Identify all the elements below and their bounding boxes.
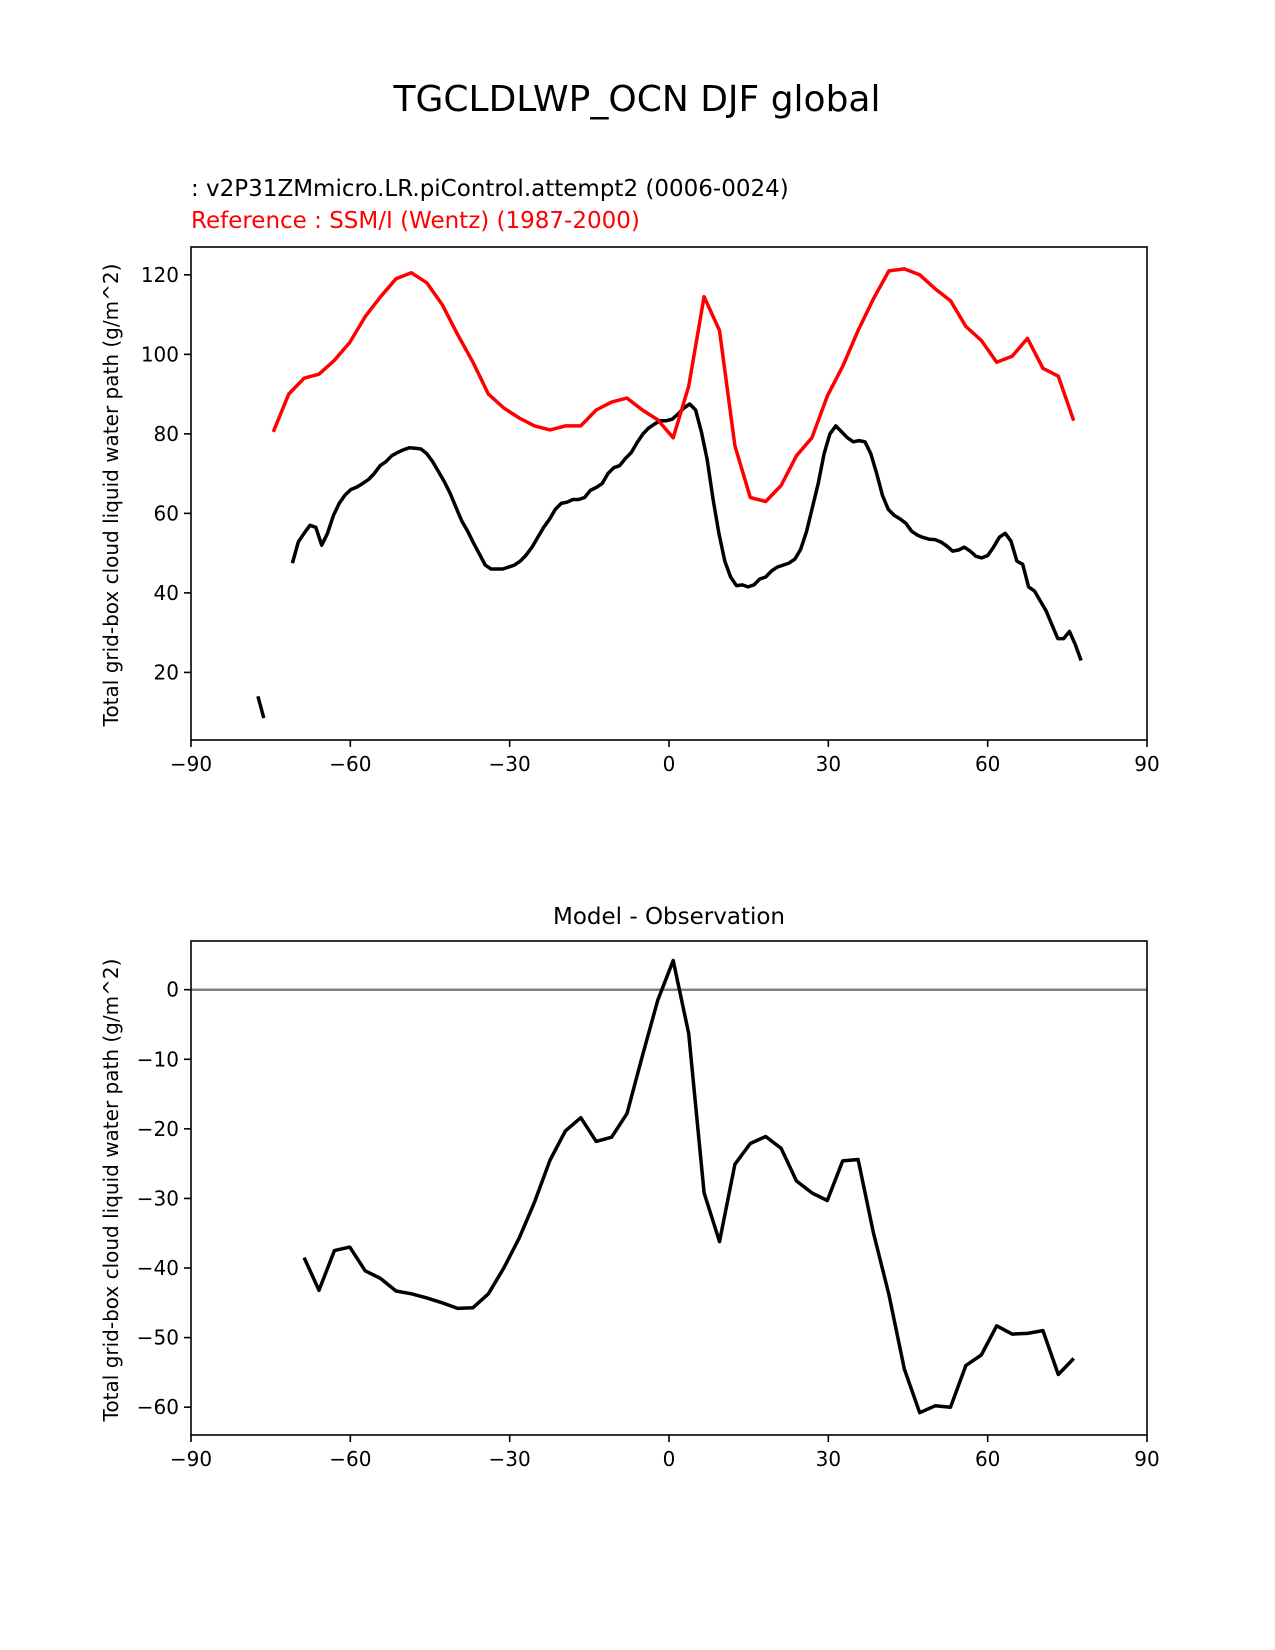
bottom-x-tick-label: −60 bbox=[329, 1447, 371, 1471]
model-subtitle: : v2P31ZMmicro.LR.piControl.attempt2 (00… bbox=[191, 176, 789, 202]
top-series-0-line-segment-1 bbox=[290, 402, 1083, 662]
top-x-tick-label: −60 bbox=[329, 752, 371, 776]
top-axes-frame bbox=[190, 246, 1148, 741]
top-y-tick-label: 100 bbox=[141, 342, 179, 366]
bottom-x-tick-label: 60 bbox=[975, 1447, 1000, 1471]
bottom-x-tick-label: 90 bbox=[1134, 1447, 1159, 1471]
bottom-y-tick-label: −20 bbox=[137, 1117, 179, 1141]
top-y-tick-label: 40 bbox=[154, 581, 179, 605]
bottom-x-tick-label: 0 bbox=[663, 1447, 676, 1471]
top-y-tick-label: 80 bbox=[154, 422, 179, 446]
top-series-0-line-segment-0 bbox=[256, 695, 266, 719]
bottom-y-tick-label: 0 bbox=[166, 978, 179, 1002]
top-y-tick-label: 60 bbox=[154, 501, 179, 525]
bottom-y-tick-label: −40 bbox=[137, 1256, 179, 1280]
reference-subtitle: Reference : SSM/I (Wentz) (1987-2000) bbox=[191, 208, 640, 234]
bottom-y-tick-label: −50 bbox=[137, 1326, 179, 1350]
top-x-tick-label: −90 bbox=[170, 752, 212, 776]
top-x-tick-label: 30 bbox=[816, 752, 841, 776]
top-x-tick-label: 0 bbox=[663, 752, 676, 776]
top-y-tick-label: 20 bbox=[154, 660, 179, 684]
bottom-y-axis-label: Total grid-box cloud liquid water path (… bbox=[99, 959, 123, 1423]
bottom-x-tick-label: −90 bbox=[170, 1447, 212, 1471]
top-y-tick-label: 120 bbox=[141, 263, 179, 287]
top-series-1-line-segment-0 bbox=[271, 267, 1076, 504]
bottom-axes-frame bbox=[190, 940, 1148, 1436]
bottom-x-tick-label: −30 bbox=[489, 1447, 531, 1471]
top-x-tick-label: 60 bbox=[975, 752, 1000, 776]
top-x-tick-label: 90 bbox=[1134, 752, 1159, 776]
bottom-chart-title: Model - Observation bbox=[553, 904, 785, 930]
bottom-y-tick-label: −30 bbox=[137, 1186, 179, 1210]
bottom-x-tick-label: 30 bbox=[816, 1447, 841, 1471]
figure-title: TGCLDLWP_OCN DJF global bbox=[393, 79, 881, 120]
top-chart: : v2P31ZMmicro.LR.piControl.attempt2 (00… bbox=[99, 176, 1160, 776]
bottom-chart: Model - Observation Total grid-box cloud… bbox=[99, 904, 1160, 1471]
bottom-y-tick-label: −10 bbox=[137, 1047, 179, 1071]
bottom-y-tick-label: −60 bbox=[137, 1395, 179, 1419]
top-y-axis-label: Total grid-box cloud liquid water path (… bbox=[99, 264, 123, 728]
bottom-series-0-line-segment-0 bbox=[302, 958, 1075, 1415]
top-x-tick-label: −30 bbox=[489, 752, 531, 776]
